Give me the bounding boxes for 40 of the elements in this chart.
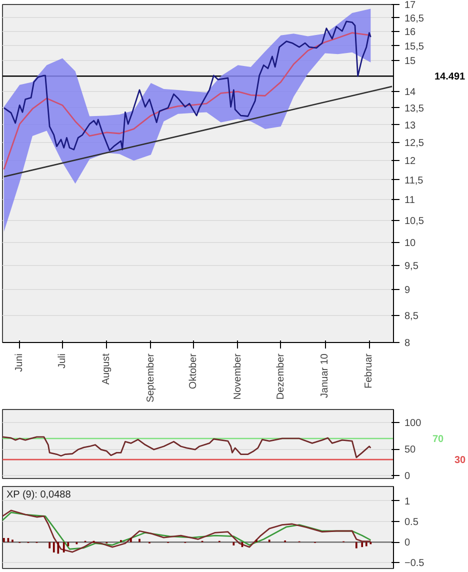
y-tick-label: 9,5 <box>404 260 419 272</box>
y-tick-label: 12 <box>404 156 416 168</box>
y-tick-label: 13 <box>404 120 416 132</box>
chart-title: XP (9): 0,0488 <box>6 490 72 500</box>
y-tick-label: 100 <box>404 418 422 430</box>
y-tick-label: −0.5 <box>404 558 425 570</box>
y-tick-label: 10 <box>404 238 416 249</box>
y-tick-label: 0.5 <box>404 517 419 528</box>
y-tick-label: 15 <box>404 56 416 68</box>
ref-line-label: 30 <box>454 455 466 466</box>
x-tick-label: Juni <box>14 353 26 372</box>
y-tick-label: 14 <box>404 87 416 98</box>
y-tick-label: 9 <box>404 285 410 296</box>
x-tick-label: September <box>145 352 156 402</box>
x-tick-label: August <box>101 353 112 385</box>
ref-line-label: 14.491 <box>434 72 466 83</box>
ref-line-label: 70 <box>432 434 444 445</box>
y-tick-label: 17 <box>404 0 416 11</box>
line-series <box>2 436 372 458</box>
x-tick-label: November <box>232 352 244 400</box>
y-tick-label: 12,5 <box>404 138 424 149</box>
x-tick-label: Oktober <box>188 352 200 390</box>
y-tick-label: 10,5 <box>404 216 424 228</box>
x-tick-label: Dezember <box>275 352 286 400</box>
y-tick-label: 8 <box>404 338 410 349</box>
y-tick-label: 0 <box>404 538 410 549</box>
y-tick-label: 8,5 <box>404 310 419 322</box>
x-tick-label: Januar 10 <box>320 353 331 398</box>
y-tick-label: 16,5 <box>404 13 424 24</box>
y-tick-label: 11,5 <box>404 175 424 186</box>
y-tick-label: 0 <box>404 470 410 482</box>
x-tick-label: Februar <box>364 352 375 389</box>
line-series <box>3 20 372 152</box>
y-tick-label: 50 <box>404 444 416 456</box>
y-tick-label: 11 <box>404 195 416 206</box>
x-tick-label: Juli <box>56 353 68 369</box>
y-tick-label: 15,5 <box>404 41 424 52</box>
y-tick-label: 13,5 <box>404 103 424 114</box>
y-tick-label: 16 <box>404 27 416 38</box>
y-tick-label: 1 <box>404 496 410 508</box>
